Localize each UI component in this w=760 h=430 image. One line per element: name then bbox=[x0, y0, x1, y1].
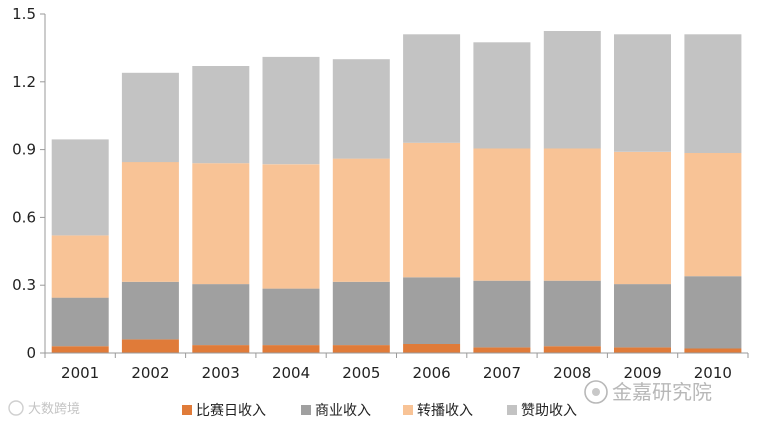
bar-segment-s0-2001 bbox=[51, 346, 109, 353]
y-tick-label: 0.9 bbox=[12, 141, 36, 159]
brand-logo-icon-inner bbox=[592, 388, 600, 396]
bar-segment-s3-2009 bbox=[614, 34, 671, 152]
bar-segment-s3-2006 bbox=[403, 34, 461, 143]
bar-segment-s3-2001 bbox=[51, 139, 109, 236]
legend: 比赛日收入 商业收入 转播收入 赞助收入 bbox=[182, 403, 577, 419]
x-tick-label: 2004 bbox=[272, 364, 310, 382]
legend-swatch bbox=[507, 405, 517, 415]
legend-label: 转播收入 bbox=[417, 403, 473, 419]
bar-segment-s3-2008 bbox=[543, 31, 601, 149]
bar-segment-s1-2006 bbox=[403, 277, 461, 344]
x-tick-label: 2008 bbox=[553, 364, 591, 382]
x-tick-label: 2002 bbox=[131, 364, 169, 382]
bar-segment-s0-2002 bbox=[121, 339, 179, 353]
bar-segment-s0-2009 bbox=[614, 347, 671, 353]
axes-layer: 0 0.3 0.6 0.9 1.2 1.5 2001 2002 2003 2004 2005 2006… bbox=[12, 5, 749, 382]
x-tick-label: 2010 bbox=[694, 364, 732, 382]
bar-segment-s1-2003 bbox=[192, 284, 250, 346]
bar-segment-s1-2005 bbox=[332, 281, 390, 346]
x-tick-label: 2007 bbox=[483, 364, 521, 382]
bar-segment-s1-2007 bbox=[473, 280, 531, 348]
brand-watermark-text: 金嘉研究院 bbox=[612, 380, 712, 404]
x-tick-label: 2005 bbox=[342, 364, 380, 382]
x-tick-label: 2006 bbox=[413, 364, 451, 382]
brand-watermark: 金嘉研究院 bbox=[584, 380, 712, 404]
bar-segment-s2-2003 bbox=[192, 163, 250, 285]
bar-segment-s0-2007 bbox=[473, 347, 531, 353]
bar-segment-s2-2009 bbox=[614, 151, 671, 285]
bar-segment-s0-2005 bbox=[332, 345, 390, 353]
bar-segment-s2-2004 bbox=[262, 164, 320, 289]
bars-layer bbox=[51, 31, 742, 353]
y-tick-label: 0.6 bbox=[12, 208, 36, 226]
bar-segment-s1-2004 bbox=[262, 288, 320, 346]
bar-segment-s2-2005 bbox=[332, 158, 390, 282]
source-watermark-text: 大数跨境 bbox=[28, 402, 80, 417]
bar-segment-s0-2003 bbox=[192, 345, 250, 353]
bar-segment-s1-2001 bbox=[51, 297, 109, 347]
y-tick-label: 1.2 bbox=[12, 73, 36, 91]
bar-segment-s0-2004 bbox=[262, 345, 320, 353]
y-tick-label: 1.5 bbox=[12, 5, 36, 23]
bar-segment-s2-2001 bbox=[51, 235, 109, 298]
bar-segment-s2-2002 bbox=[121, 162, 179, 282]
bar-segment-s3-2003 bbox=[192, 66, 250, 164]
legend-swatch bbox=[301, 405, 311, 415]
source-logo-icon bbox=[8, 400, 24, 416]
bar-segment-s3-2004 bbox=[262, 56, 320, 165]
bar-segment-s2-2008 bbox=[543, 148, 601, 281]
bar-segment-s3-2005 bbox=[332, 59, 390, 159]
bar-segment-s3-2002 bbox=[121, 72, 179, 163]
bar-segment-s1-2009 bbox=[614, 284, 671, 348]
source-watermark: 大数跨境 bbox=[8, 400, 80, 417]
legend-swatch bbox=[403, 405, 413, 415]
y-tick-label: 0 bbox=[26, 344, 36, 362]
bar-segment-s2-2006 bbox=[403, 142, 461, 278]
bar-segment-s0-2008 bbox=[543, 346, 601, 353]
legend-label: 比赛日收入 bbox=[196, 403, 266, 419]
x-tick-label: 2003 bbox=[202, 364, 240, 382]
brand-logo-icon bbox=[584, 380, 608, 404]
bar-segment-s3-2010 bbox=[684, 34, 742, 153]
legend-label: 赞助收入 bbox=[521, 403, 577, 419]
legend-label: 商业收入 bbox=[315, 403, 371, 419]
x-tick-label: 2001 bbox=[61, 364, 99, 382]
bar-segment-s2-2007 bbox=[473, 148, 531, 281]
bar-segment-s0-2010 bbox=[684, 348, 742, 353]
legend-swatch bbox=[182, 405, 192, 415]
bar-segment-s1-2002 bbox=[121, 281, 179, 340]
bar-segment-s2-2010 bbox=[684, 153, 742, 277]
y-tick-label: 0.3 bbox=[12, 276, 36, 294]
bar-segment-s3-2007 bbox=[473, 42, 531, 149]
bar-segment-s1-2010 bbox=[684, 276, 742, 349]
bar-segment-s0-2006 bbox=[403, 344, 461, 353]
x-tick-label: 2009 bbox=[623, 364, 661, 382]
bar-segment-s1-2008 bbox=[543, 280, 601, 347]
